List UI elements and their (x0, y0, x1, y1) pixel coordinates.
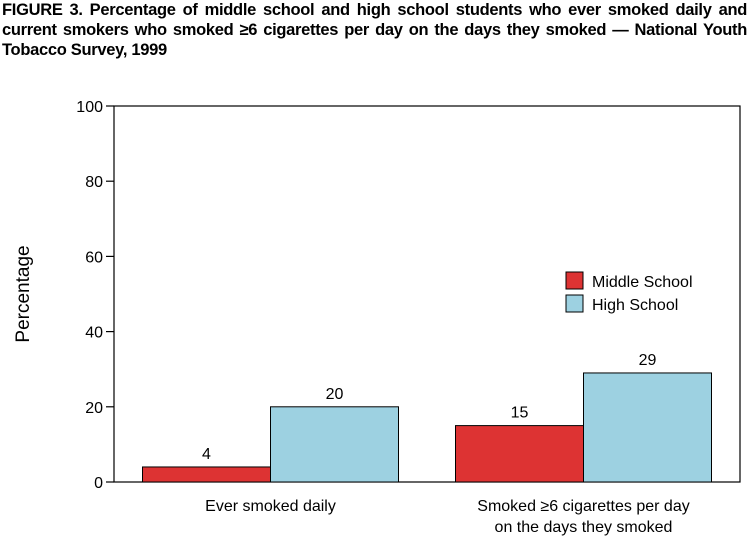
data-label: 4 (202, 446, 211, 463)
plot-frame (113, 105, 741, 483)
y-tick-label: 60 (85, 249, 103, 266)
y-tick-label: 100 (76, 99, 103, 116)
data-label: 15 (511, 405, 529, 422)
x-category-label: Ever smoked daily (205, 498, 336, 515)
data-label: 20 (326, 386, 344, 403)
legend-label: Middle School (592, 274, 693, 291)
legend-swatch (565, 294, 584, 313)
bar-middle-school (455, 425, 584, 483)
y-axis-label: Percentage (13, 245, 34, 342)
legend-swatch (565, 271, 584, 290)
bar-high-school (270, 406, 399, 483)
figure-title: FIGURE 3. Percentage of middle school an… (2, 1, 747, 59)
data-label: 29 (639, 352, 657, 369)
y-tick-label: 80 (85, 174, 103, 191)
bar-high-school (583, 372, 712, 483)
y-tick-label: 0 (94, 475, 103, 492)
y-tick-label: 40 (85, 325, 103, 342)
bar-middle-school (142, 466, 271, 483)
legend-label: High School (592, 297, 678, 314)
y-tick-label: 20 (85, 400, 103, 417)
x-category-label: Smoked ≥6 cigarettes per day (477, 498, 689, 515)
x-category-label: on the days they smoked (495, 519, 673, 536)
